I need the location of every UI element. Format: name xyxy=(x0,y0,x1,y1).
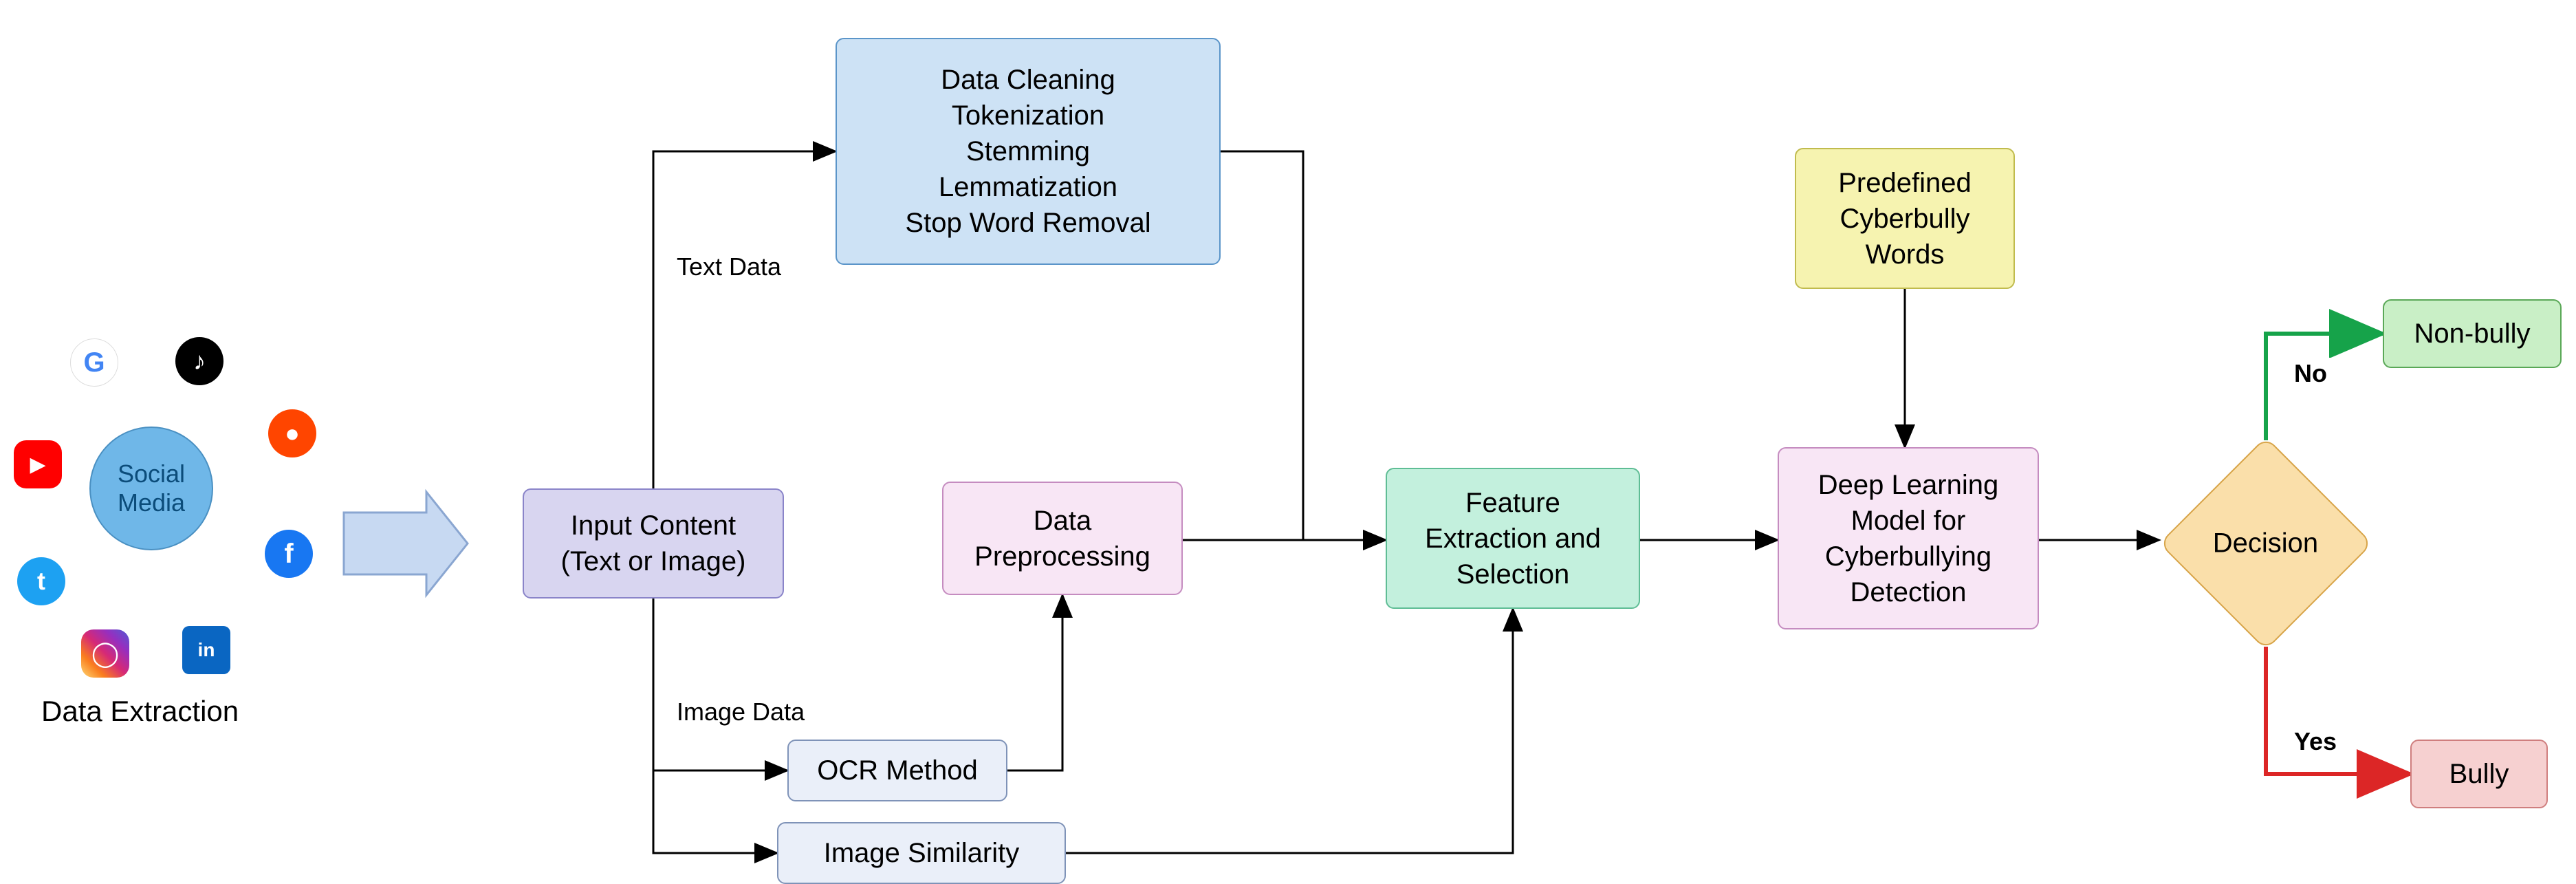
edge-input-ocr xyxy=(653,599,787,770)
facebook-icon: f xyxy=(265,530,313,578)
instagram-icon: ◯ xyxy=(81,629,129,678)
big-arrow xyxy=(344,492,468,595)
data-extraction-label: Data Extraction xyxy=(41,695,239,728)
edge-ocr-preproc xyxy=(1007,595,1062,770)
non-bully-node: Non-bully xyxy=(2383,299,2562,368)
tiktok-icon: ♪ xyxy=(175,337,223,385)
data-preprocessing-node: Data Preprocessing xyxy=(942,482,1183,595)
deep-learning-node: Deep Learning Model for Cyberbullying De… xyxy=(1778,447,2039,629)
youtube-icon: ▶ xyxy=(14,440,62,488)
social-media-label: Social Media xyxy=(118,460,185,517)
image-similarity-node: Image Similarity xyxy=(777,822,1066,884)
input-content-node: Input Content (Text or Image) xyxy=(523,488,784,599)
bully-node: Bully xyxy=(2410,740,2548,808)
yes-label: Yes xyxy=(2290,726,2341,757)
image-data-label: Image Data xyxy=(673,696,809,728)
predefined-words-node: Predefined Cyberbully Words xyxy=(1795,148,2015,289)
reddit-icon: ● xyxy=(268,409,316,457)
text-data-label: Text Data xyxy=(673,251,785,283)
edges-layer xyxy=(0,0,2576,866)
no-label: No xyxy=(2290,358,2331,389)
feature-extraction-node: Feature Extraction and Selection xyxy=(1386,468,1640,609)
linkedin-icon: in xyxy=(182,626,230,674)
social-media-circle: Social Media xyxy=(89,427,213,550)
edge-imgsim-feature xyxy=(1066,609,1513,853)
google-icon: G xyxy=(70,338,118,387)
decision-node: Decision xyxy=(2159,436,2372,650)
edge-textops-feature xyxy=(1221,151,1386,540)
twitter-icon: t xyxy=(17,557,65,605)
ocr-node: OCR Method xyxy=(787,740,1007,801)
edge-input-textops xyxy=(653,151,836,488)
text-ops-node: Data Cleaning Tokenization Stemming Lemm… xyxy=(836,38,1221,265)
